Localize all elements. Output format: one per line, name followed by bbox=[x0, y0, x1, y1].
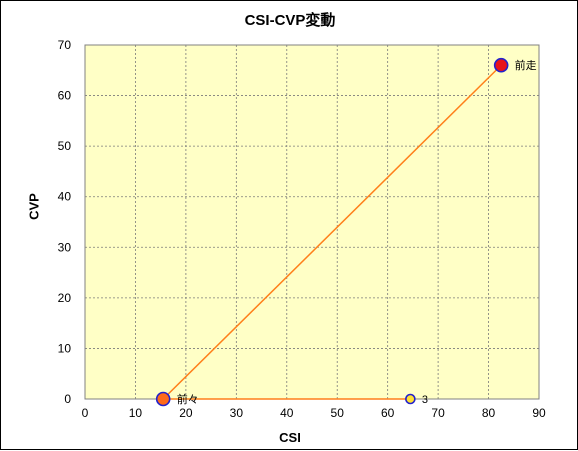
data-point-label: 前々 bbox=[177, 392, 199, 406]
x-tick-label: 10 bbox=[129, 406, 143, 420]
data-point bbox=[155, 391, 171, 407]
x-tick-label: 50 bbox=[331, 406, 345, 420]
x-tick-label: 20 bbox=[179, 406, 193, 420]
y-tick-label: 60 bbox=[58, 89, 72, 103]
data-point-label: 3 bbox=[422, 394, 428, 406]
data-points bbox=[155, 57, 509, 407]
y-tick-label: 70 bbox=[58, 38, 72, 52]
y-tick-label: 20 bbox=[58, 291, 72, 305]
y-tick-label: 10 bbox=[58, 341, 72, 355]
x-tick-label: 60 bbox=[381, 406, 395, 420]
x-tick-label: 40 bbox=[280, 406, 294, 420]
x-tick-label: 0 bbox=[82, 406, 89, 420]
grid-lines bbox=[85, 45, 539, 399]
x-tick-label: 70 bbox=[431, 406, 445, 420]
chart-title: CSI-CVP変動 bbox=[244, 12, 336, 29]
point-labels: 前々 前走 3 bbox=[177, 58, 537, 406]
plot-area bbox=[85, 45, 539, 399]
tick-labels: 0 10 20 30 40 50 60 70 80 90 0 10 20 30 40 50 60 70 bbox=[58, 38, 546, 420]
y-tick-label: 0 bbox=[64, 392, 71, 406]
x-tick-label: 80 bbox=[482, 406, 496, 420]
y-tick-label: 50 bbox=[58, 139, 72, 153]
y-tick-label: 30 bbox=[58, 240, 72, 254]
data-point bbox=[493, 57, 509, 73]
data-point-label: 前走 bbox=[515, 58, 537, 72]
connector-lines bbox=[162, 64, 502, 400]
x-tick-label: 30 bbox=[230, 406, 244, 420]
connector-line bbox=[162, 64, 502, 400]
y-tick-label: 40 bbox=[58, 190, 72, 204]
x-axis-label: CSI bbox=[279, 430, 301, 445]
x-tick-label: 90 bbox=[532, 406, 546, 420]
data-point bbox=[405, 393, 416, 405]
